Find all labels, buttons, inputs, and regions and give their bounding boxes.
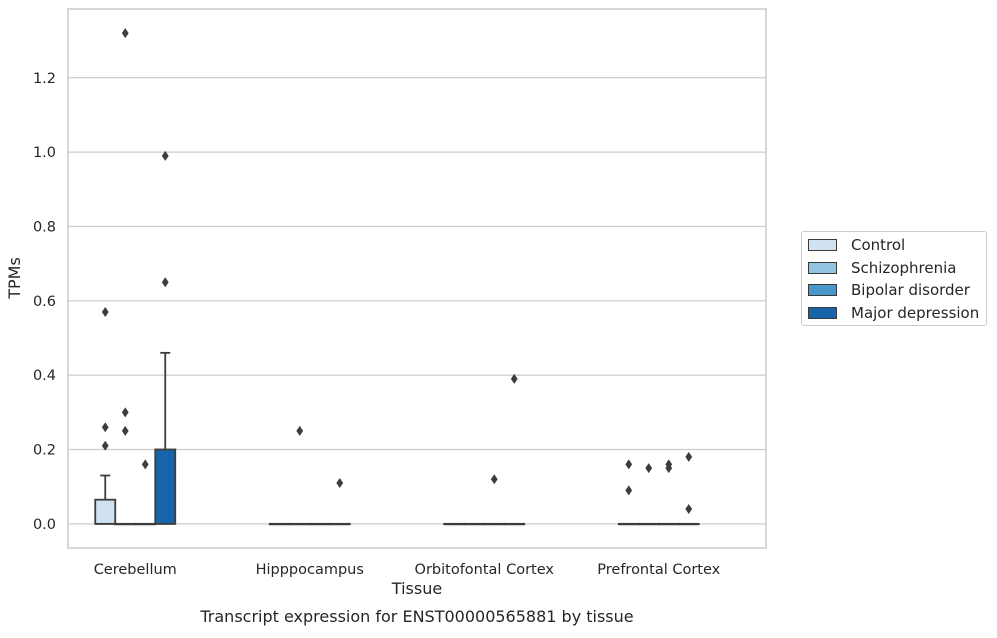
box-major-depression [154,351,177,525]
box-control [443,522,466,526]
legend-swatch-bipolar-disorder [808,284,837,296]
outlier-point-control [101,306,109,317]
legend-item-schizophrenia: Schizophrenia [808,258,956,278]
box-bipolar-disorder [483,522,506,526]
outlier-point-major-depression [685,451,693,462]
box-bipolar-disorder [657,522,680,526]
y-tick-label: 1.0 [33,145,56,161]
outlier-point-schizophrenia [121,407,129,418]
outlier-point-control [101,422,109,433]
x-ticks: Cerebellum Hipppocampus Orbitofontal Corte… [94,562,721,578]
x-tick-label: Cerebellum [94,562,177,578]
x-tick-label: Prefrontal Cortex [597,562,720,578]
outlier-point-major-depression [161,277,169,288]
legend-label-bipolar-disorder: Bipolar disorder [851,281,970,299]
outlier-point-major-depression [336,477,344,488]
y-axis-label: TPMs [5,257,24,300]
outlier-point-major-depression [510,373,518,384]
box-major-depression [328,522,351,526]
outlier-point-major-depression [685,503,693,514]
box-control [617,522,640,526]
outlier-point-control [625,459,633,470]
legend-label-control: Control [851,236,906,254]
outlier-point-bipolar-disorder [141,459,149,470]
x-tick-label: Hipppocampus [256,562,364,578]
box-bipolar-disorder [134,522,157,526]
y-tick-label: 0.0 [33,517,56,533]
y-tick-label: 0.4 [33,368,56,384]
grid-layer [68,77,766,525]
box-bipolar-disorder [308,522,331,526]
y-tick-label: 1.2 [33,71,56,87]
outlier-point-major-depression [161,150,169,161]
box-body-major-depression [154,448,177,525]
y-tick-label: 0.8 [33,219,56,235]
outlier-point-schizophrenia [296,425,304,436]
plot-frame [67,8,767,549]
x-tick-label: Orbitofontal Cortex [415,562,555,578]
box-schizophrenia [463,522,486,526]
outlier-point-schizophrenia [645,463,653,474]
box-schizophrenia [114,522,137,526]
box-control [94,474,117,525]
box-major-depression [677,522,700,526]
chart-title: Transcript expression for ENST0000056588… [199,607,633,626]
outlier-point-schizophrenia [121,28,129,39]
outlier-point-bipolar-disorder [490,474,498,485]
box-schizophrenia [637,522,660,526]
legend-swatch-major-depression [808,307,837,319]
legend-swatch-schizophrenia [808,262,837,274]
legend-item-bipolar-disorder: Bipolar disorder [808,280,970,300]
legend: Control Schizophrenia Bipolar disorder M… [801,231,987,326]
y-ticks: 0.0 0.2 0.4 0.6 0.8 1.0 1.2 [33,71,56,533]
box-major-depression [503,522,526,526]
box-schizophrenia [288,522,311,526]
y-tick-label: 0.2 [33,442,56,458]
legend-label-major-depression: Major depression [851,304,980,322]
outliers-layer [101,28,693,514]
outlier-point-schizophrenia [121,425,129,436]
box-control [268,522,291,526]
boxes-layer [94,351,700,526]
legend-swatch-control [808,239,837,251]
outlier-point-control [625,485,633,496]
legend-item-control: Control [808,235,905,255]
x-axis-label: Tissue [391,579,442,598]
legend-item-major-depression: Major depression [808,303,979,323]
y-tick-label: 0.6 [33,294,56,310]
outlier-point-control [101,440,109,451]
box-body-control [94,498,117,525]
outlier-point-bipolar-disorder [665,463,673,474]
legend-label-schizophrenia: Schizophrenia [851,259,957,277]
